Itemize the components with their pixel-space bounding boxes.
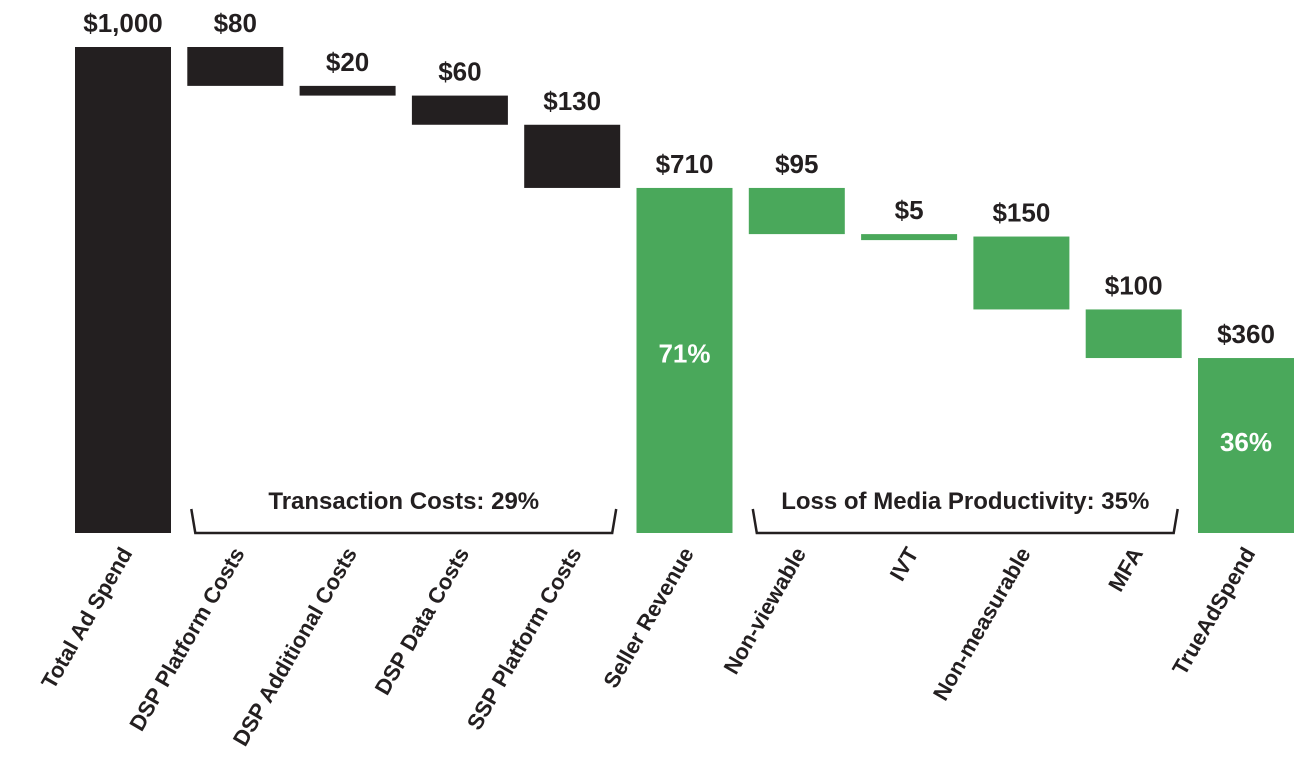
category-label-total-ad-spend: Total Ad Spend: [36, 543, 137, 693]
category-label-trueadspend: TrueAdSpend: [1167, 543, 1260, 679]
brace-label-transaction-costs-29: Transaction Costs: 29%: [268, 488, 539, 515]
value-label-trueadspend: $360: [1217, 319, 1275, 349]
bar-total-ad-spend: [75, 47, 171, 533]
value-label-dsp-data-costs: $60: [438, 57, 481, 87]
value-label-non-viewable: $95: [775, 149, 818, 179]
brace-label-loss-of-media-productivity-35: Loss of Media Productivity: 35%: [781, 488, 1149, 515]
category-label-non-viewable: Non-viewable: [719, 543, 812, 678]
value-label-total-ad-spend: $1,000: [83, 8, 163, 38]
value-label-dsp-platform-costs: $80: [214, 8, 257, 38]
value-label-non-measurable: $150: [992, 198, 1050, 228]
bar-ssp-platform-costs: [524, 124, 621, 188]
bar-trueadspend: [1198, 358, 1294, 533]
bar-seller-revenue: [636, 187, 733, 533]
category-label-non-measurable: Non-measurable: [928, 543, 1036, 705]
category-label-ssp-platform-costs: SSP Platform Costs: [462, 543, 587, 734]
value-label-ssp-platform-costs: $130: [543, 86, 601, 116]
value-label-ivt: $5: [895, 195, 924, 225]
bar-non-viewable: [748, 187, 845, 235]
value-label-dsp-additional-costs: $20: [326, 47, 369, 77]
bar-mfa: [1085, 309, 1182, 359]
bar-non-measurable: [973, 236, 1070, 310]
category-label-dsp-data-costs: DSP Data Costs: [370, 543, 475, 699]
bar-dsp-data-costs: [411, 95, 508, 125]
category-label-dsp-additional-costs: DSP Additional Costs: [228, 543, 362, 750]
category-label-seller-revenue: Seller Revenue: [598, 543, 699, 692]
pct-label-seller-revenue: 71%: [658, 339, 710, 369]
bar-ivt: [861, 234, 958, 241]
brace-transaction-costs-29: [190, 508, 618, 535]
pct-label-trueadspend: 36%: [1220, 427, 1272, 457]
brace-loss-of-media-productivity-35: [751, 508, 1179, 535]
bar-dsp-platform-costs: [187, 47, 284, 86]
category-label-mfa: MFA: [1103, 543, 1148, 596]
bar-dsp-additional-costs: [299, 85, 396, 96]
value-label-mfa: $100: [1105, 270, 1163, 300]
category-label-dsp-platform-costs: DSP Platform Costs: [124, 543, 249, 735]
category-label-ivt: IVT: [885, 543, 924, 586]
value-label-seller-revenue: $710: [656, 149, 714, 179]
